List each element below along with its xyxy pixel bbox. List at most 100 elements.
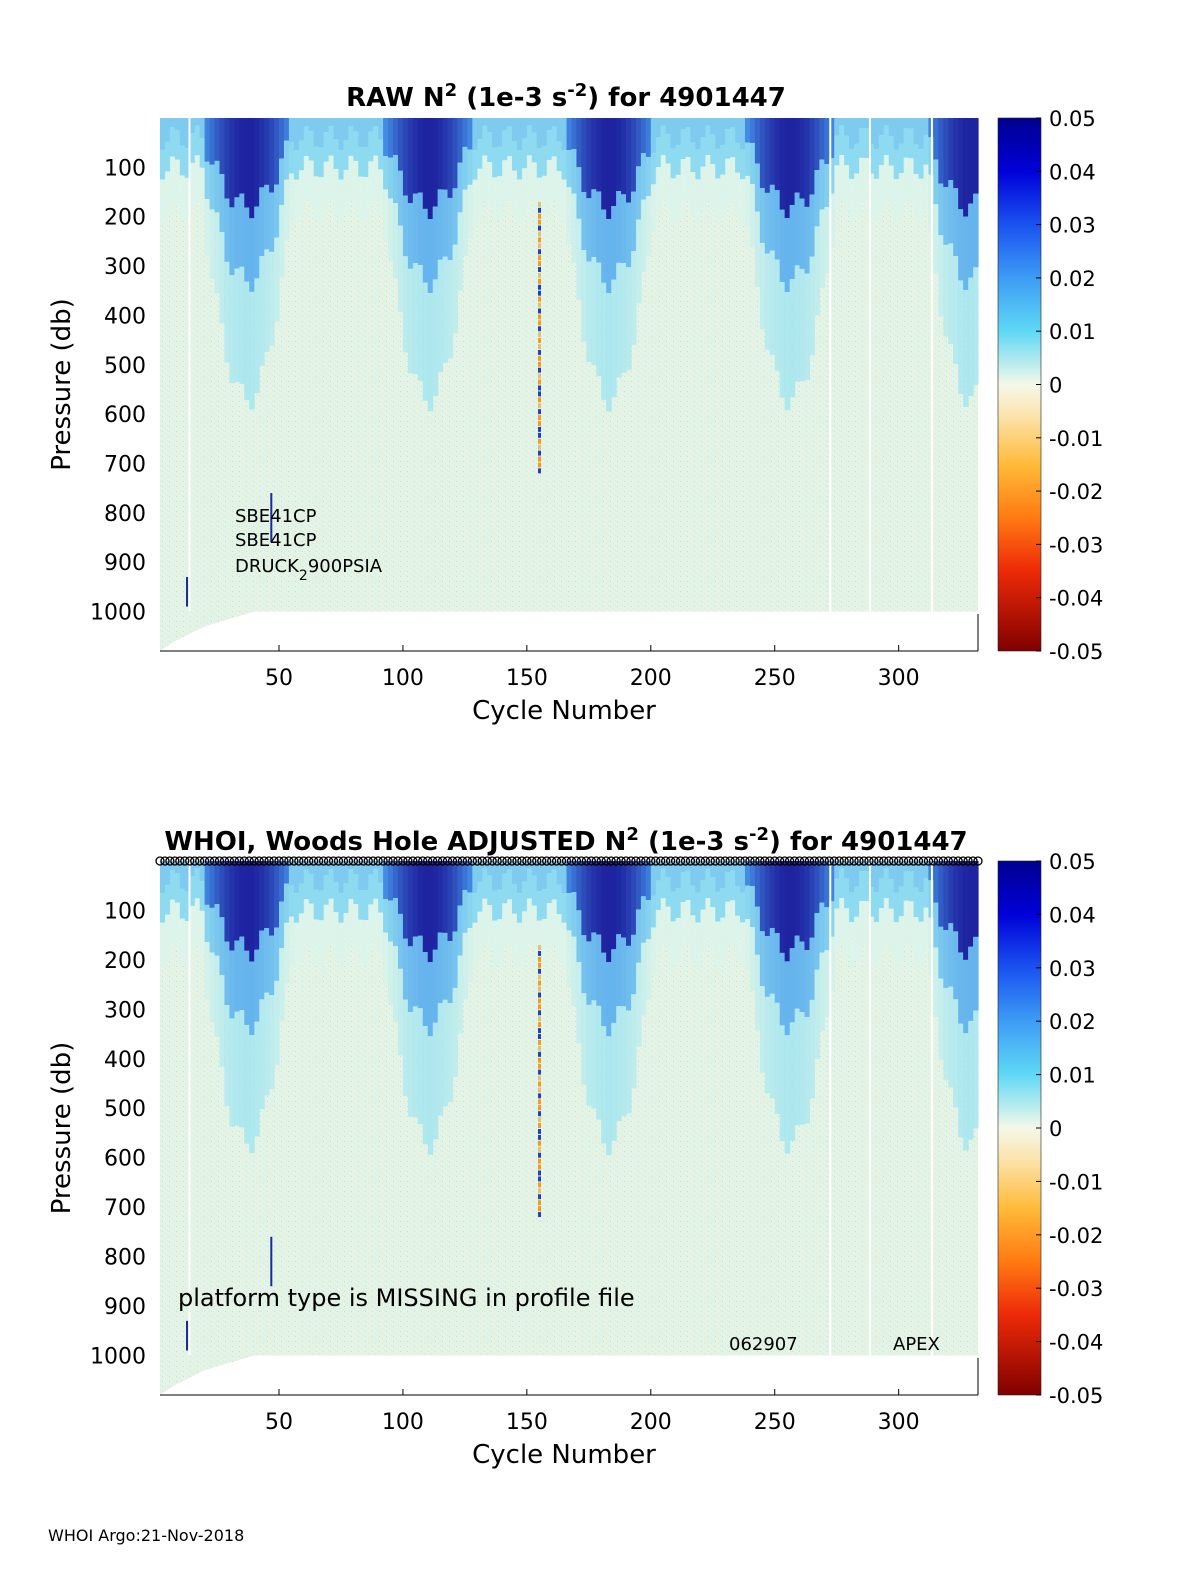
adjusted-profile-column [878, 861, 885, 953]
raw-profile-column [784, 118, 791, 411]
qc-marker [318, 856, 329, 866]
raw-heatmap-field [160, 118, 979, 651]
adjusted-profile-column [601, 861, 607, 1144]
raw-profile-column [655, 118, 662, 212]
adjusted-profile-column [898, 861, 905, 961]
qc-marker [462, 856, 473, 866]
adjusted-profile-column [383, 861, 389, 984]
raw-profile-column [551, 118, 558, 201]
raw-profile-column [293, 118, 300, 225]
raw-profile-column [298, 118, 305, 215]
qc-marker [611, 856, 621, 866]
qc-marker [804, 856, 815, 866]
adjusted-profile-column [888, 861, 895, 954]
raw-profile-column [184, 118, 191, 223]
adjusted-profile-column [551, 861, 558, 944]
adjusted-profile-column [169, 861, 176, 945]
adjusted-profile-column [685, 861, 692, 945]
adjusted-profile-column [219, 861, 226, 1067]
qc-marker [492, 856, 502, 866]
raw-profile-column [799, 118, 806, 382]
adjusted-y-tick-label: 200 [104, 949, 146, 974]
raw-profile-column [938, 118, 944, 317]
qc-marker [784, 856, 795, 866]
qc-marker [869, 856, 879, 866]
adjusted-profile-column [432, 861, 439, 1140]
raw-profile-column [819, 118, 825, 288]
qc-marker [299, 856, 309, 866]
qc-marker [343, 856, 354, 866]
adjusted-profile-column [358, 861, 364, 965]
qc-marker [973, 856, 983, 866]
raw-profile-column [700, 118, 706, 212]
adjusted-profile-column [893, 861, 900, 967]
raw-profile-column [968, 118, 974, 397]
qc-marker [690, 856, 701, 866]
raw-profile-column [943, 118, 949, 337]
raw-profile-column [219, 118, 226, 324]
raw-profile-column [393, 118, 399, 279]
adjusted-profile-column [670, 861, 677, 966]
raw-profile-column [388, 118, 394, 262]
raw-profile-column [963, 118, 969, 407]
adjusted-profile-column [388, 861, 394, 1006]
qc-marker [626, 856, 636, 866]
adjusted-profile-column [264, 861, 270, 1096]
raw-profile-column [616, 118, 622, 378]
adjusted-profile-column [695, 861, 701, 967]
raw-profile-column [923, 118, 930, 209]
raw-profile-column [626, 118, 632, 370]
adjusted-profile-column [521, 861, 528, 956]
adjusted-spike-mark [270, 1236, 273, 1287]
adjusted-profile-column [526, 861, 533, 943]
qc-marker [715, 856, 725, 866]
adjusted-profile-column [502, 861, 508, 948]
raw-profile-column [680, 118, 687, 204]
qc-marker [204, 856, 215, 866]
raw-y-tick-label: 200 [104, 206, 146, 231]
raw-profile-column [863, 118, 870, 203]
raw-profile-column [457, 118, 464, 291]
adjusted-spike-mark [186, 1320, 189, 1351]
raw-x-tick-label: 250 [754, 666, 796, 691]
qc-marker [304, 856, 314, 866]
raw-profile-column [283, 118, 290, 240]
raw-colorbar-tick-label: -0.03 [1049, 533, 1103, 557]
raw-profile-column [239, 118, 245, 384]
raw-y-tick-label: 500 [104, 354, 146, 379]
raw-profile-column [804, 118, 811, 380]
adjusted-y-tick-label: 400 [104, 1048, 146, 1073]
qc-marker [244, 856, 254, 866]
footer-credit: WHOI Argo:21-Nov-2018 [48, 1526, 245, 1545]
adjusted-profile-column [199, 861, 206, 956]
sensor-label-1: SBE41CP [235, 506, 317, 527]
raw-profile-column [749, 118, 756, 248]
raw-profile-column [621, 118, 627, 373]
raw-profile-column [844, 118, 850, 210]
adjusted-heatmap-field [160, 861, 979, 1395]
adjusted-profile-column [303, 861, 310, 944]
raw-profile-column [650, 118, 657, 232]
adjusted-colorbar-tick-label: 0.02 [1049, 1010, 1096, 1034]
qc-marker [918, 856, 929, 866]
raw-profile-column [779, 118, 786, 398]
qc-marker [760, 856, 770, 866]
adjusted-profile-column [546, 861, 553, 948]
qc-marker [363, 856, 373, 866]
adjusted-profile-column [735, 861, 741, 961]
qc-marker [799, 856, 810, 866]
qc-marker [333, 856, 344, 866]
qc-marker [556, 856, 567, 866]
qc-marker [700, 856, 710, 866]
raw-profile-column [511, 118, 518, 216]
adjusted-colorbar-tick-label: 0.03 [1049, 957, 1096, 981]
adjusted-profile-column [824, 861, 830, 1017]
raw-profile-column [591, 118, 597, 366]
raw-profile-column [264, 118, 270, 352]
raw-profile-column [908, 118, 915, 203]
raw-profile-column [422, 118, 429, 401]
adjusted-profile-column [943, 861, 949, 1080]
qc-marker [844, 856, 854, 866]
adjusted-profile-column [918, 861, 925, 967]
